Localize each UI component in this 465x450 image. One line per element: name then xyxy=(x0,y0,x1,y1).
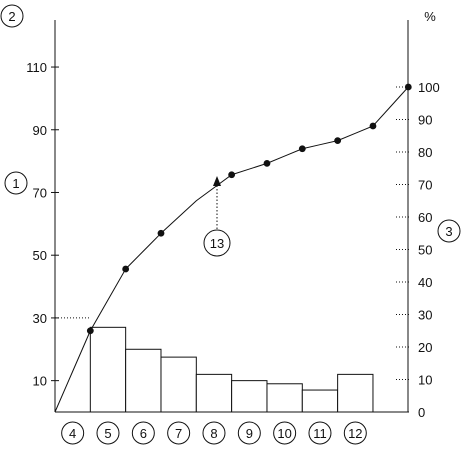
right-axis-tick-label: 30 xyxy=(418,308,432,323)
category-label: 8 xyxy=(210,426,217,441)
right-axis-tick-label: 80 xyxy=(418,145,432,160)
left-axis-tick-label: 110 xyxy=(26,60,47,75)
category-label: 9 xyxy=(246,426,253,441)
callout-curve-pointer-label: 13 xyxy=(210,236,224,251)
callout-pointer-arrowhead xyxy=(213,176,221,186)
category-label-circle xyxy=(131,421,155,445)
cumulative-point xyxy=(86,327,94,335)
right-axis-tick-label: 70 xyxy=(418,178,432,193)
bar xyxy=(160,356,197,413)
cumulative-point xyxy=(157,229,165,237)
callout-left-axis-mid-label: 1 xyxy=(12,176,19,191)
category-label-circle xyxy=(237,421,261,445)
bar xyxy=(195,373,233,413)
cumulative-point xyxy=(298,145,306,153)
category-label-circle xyxy=(61,421,85,445)
right-axis-tick-label: 40 xyxy=(418,275,432,290)
bar xyxy=(125,348,162,413)
callout-curve-pointer: 13 xyxy=(203,176,231,257)
callout-left-axis-mid: 1 xyxy=(4,171,28,195)
left-axis-tick-label: 70 xyxy=(33,185,47,200)
category-label: 5 xyxy=(104,426,111,441)
bar xyxy=(301,389,339,413)
category-label-circle xyxy=(273,421,297,445)
bars-layer xyxy=(89,326,374,413)
cumulative-point xyxy=(263,159,271,167)
bar xyxy=(266,383,303,413)
category-label-circle xyxy=(167,421,191,445)
bar xyxy=(89,326,127,413)
category-label: 11 xyxy=(313,426,327,441)
callout-right-axis-mid-label: 3 xyxy=(445,224,452,239)
category-label-circle xyxy=(202,421,226,445)
cumulative-point xyxy=(404,83,412,91)
bar xyxy=(337,373,374,413)
category-label-circle xyxy=(308,421,332,445)
right-axis-tick-label: 10 xyxy=(418,373,432,388)
right-axis-tick-label: 20 xyxy=(418,340,432,355)
right-axis-tick-label: 50 xyxy=(418,243,432,258)
category-label: 4 xyxy=(69,426,76,441)
right-axis: % 0 10 20 30 40 50 60 70 80 90 100 xyxy=(396,9,440,420)
right-axis-unit: % xyxy=(424,9,436,24)
callout-right-axis-mid: 3 xyxy=(437,219,461,243)
category-label-circle xyxy=(343,421,367,445)
category-label: 6 xyxy=(140,426,147,441)
category-label: 7 xyxy=(175,426,182,441)
callout-left-axis-top-label: 2 xyxy=(8,9,15,24)
right-axis-tick-label: 100 xyxy=(418,80,440,95)
left-axis-tick-label: 50 xyxy=(33,248,47,263)
left-axis: 10 30 50 70 90 110 xyxy=(26,20,408,413)
left-axis-tick-label: 90 xyxy=(33,123,47,138)
right-axis-tick-label: 60 xyxy=(418,210,432,225)
callout-left-axis-top: 2 xyxy=(0,4,24,28)
cumulative-point xyxy=(122,265,130,273)
left-axis-tick-label: 10 xyxy=(33,374,47,389)
right-axis-tick-label: 90 xyxy=(418,113,432,128)
bar xyxy=(231,380,268,413)
right-axis-tick-label: 0 xyxy=(418,405,425,420)
category-label: 10 xyxy=(277,426,291,441)
category-label-circle xyxy=(96,421,120,445)
category-label: 12 xyxy=(348,426,362,441)
cumulative-point xyxy=(228,171,236,179)
left-axis-tick-label: 30 xyxy=(33,311,47,326)
cumulative-point xyxy=(334,137,342,145)
cumulative-curve-layer xyxy=(54,83,412,413)
category-labels: 4 5 6 7 8 9 10 11 12 xyxy=(61,421,367,445)
cumulative-point xyxy=(369,122,377,130)
